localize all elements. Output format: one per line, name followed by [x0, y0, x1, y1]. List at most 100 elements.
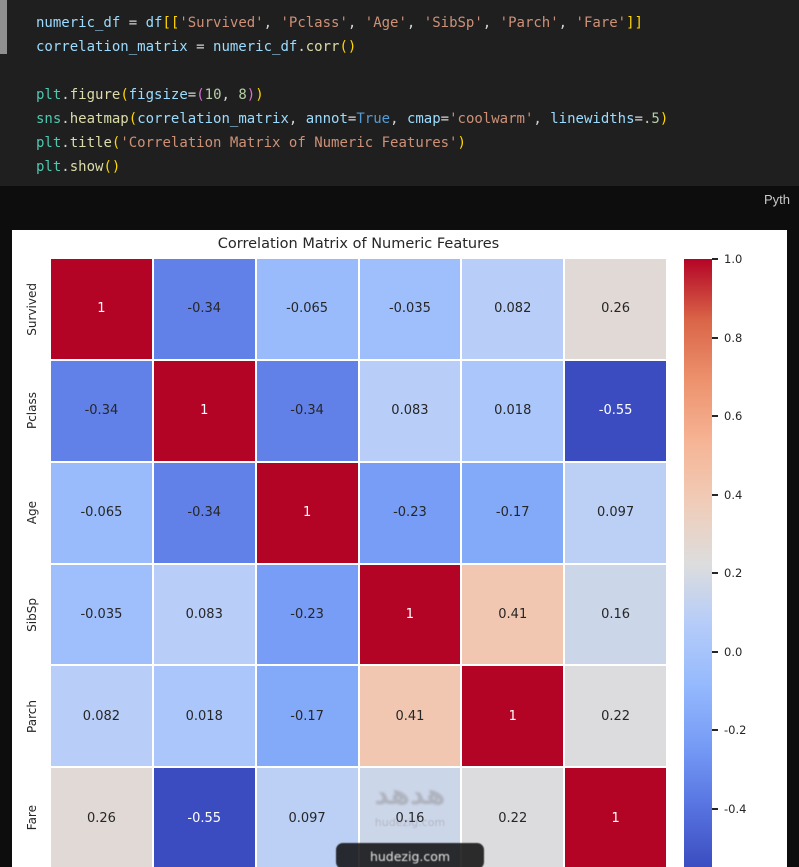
code-token: heatmap	[69, 111, 129, 127]
code-line: correlation_matrix = numeric_df.corr()	[36, 35, 668, 59]
code-token: ,	[221, 87, 239, 103]
heatmap-cell-Age-Age: 1	[256, 462, 358, 563]
heatmap-grid: 1 -0.34 -0.065 -0.035 0.082 0.26 -0.34 1 -0.34 0.…	[51, 259, 666, 867]
heatmap-cell-Parch-Pclass: 0.018	[153, 666, 255, 767]
colorbar-tick-mark	[712, 415, 718, 418]
heatmap-cell-Age-SibSp: -0.23	[359, 462, 461, 563]
code-token: (	[111, 135, 121, 151]
code-token: (	[196, 87, 205, 103]
cell-language-label: Pyth	[764, 192, 791, 207]
colorbar-tick-label: 0.0	[724, 644, 743, 659]
code-token: title	[69, 135, 112, 151]
y-axis-label: Fare	[25, 805, 39, 831]
y-axis-label-cell: Pclass	[18, 361, 46, 461]
code-token: =	[120, 15, 146, 31]
heatmap-cell-Parch-SibSp: 0.41	[359, 666, 461, 767]
code-token: =	[187, 87, 197, 103]
code-token: ()	[339, 39, 357, 55]
heatmap-cell-Pclass-Fare: -0.55	[565, 360, 666, 461]
colorbar	[684, 259, 712, 867]
code-token: ,	[406, 15, 424, 31]
code-token: )	[457, 135, 466, 151]
heatmap-cell-Fare-Pclass: -0.55	[153, 768, 255, 867]
code-token: corr	[305, 39, 340, 55]
code-line: plt.figure(figsize=(10, 8))	[36, 83, 668, 107]
code-token: ()	[103, 159, 121, 175]
code-token: plt	[36, 87, 62, 103]
code-token: ,	[288, 111, 306, 127]
colorbar-tick-label: 0.2	[724, 566, 743, 581]
code-token: sns	[36, 111, 62, 127]
code-token: 10	[204, 87, 222, 103]
heatmap-cell-Age-Parch: -0.17	[462, 462, 564, 563]
y-axis-label-cell: SibSp	[18, 565, 46, 665]
y-axis-label-cell: Fare	[18, 768, 46, 867]
colorbar-tick-mark	[712, 572, 718, 575]
code-token: =	[187, 39, 214, 55]
y-axis-label: Parch	[25, 699, 39, 733]
code-token: )	[659, 111, 669, 127]
code-token: )	[246, 87, 256, 103]
scrollbar-thumb[interactable]	[0, 0, 7, 54]
heatmap-cell-Survived-Age: -0.065	[256, 259, 358, 359]
heatmap-cell-Parch-Survived: 0.082	[51, 666, 152, 767]
code-token: ,	[263, 15, 281, 31]
code-token: correlation_matrix	[137, 111, 289, 127]
code-token: .	[61, 135, 70, 151]
heatmap-cell-Parch-Fare: 0.22	[565, 666, 666, 767]
heatmap-cell-SibSp-Parch: 0.41	[462, 564, 564, 665]
code-token: 'Pclass'	[280, 15, 348, 31]
heatmap-cell-Fare-Parch: 0.22	[462, 768, 564, 867]
heatmap-cell-SibSp-Survived: -0.035	[51, 564, 152, 665]
heatmap-cell-Pclass-Age: -0.34	[256, 360, 358, 461]
heatmap-cell-Fare-Fare: 1	[565, 768, 666, 867]
y-axis-label: SibSp	[25, 597, 39, 632]
heatmap-cell-Survived-Pclass: -0.34	[153, 259, 255, 359]
code-token: (	[128, 111, 138, 127]
code-token: 'Age'	[364, 15, 407, 31]
chart-title: Correlation Matrix of Numeric Features	[217, 236, 500, 252]
code-token: annot	[305, 111, 348, 127]
code-line: numeric_df = df[['Survived', 'Pclass', '…	[36, 11, 668, 35]
code-token: figure	[69, 87, 121, 103]
code-token: ,	[390, 111, 407, 127]
code-token: numeric_df	[213, 39, 298, 55]
colorbar-tick-label: 0.4	[724, 487, 743, 502]
code-token: [[	[162, 15, 180, 31]
code-line: sns.heatmap(correlation_matrix, annot=Tr…	[36, 107, 668, 131]
code-token: True	[356, 111, 391, 127]
y-axis-label-cell: Parch	[18, 666, 46, 766]
heatmap-cell-Pclass-Parch: 0.018	[462, 360, 564, 461]
code-token: show	[69, 159, 104, 175]
y-axis-label: Age	[25, 500, 39, 525]
code-token: 'SibSp'	[423, 15, 483, 31]
colorbar-tick-label: 0.6	[724, 409, 743, 424]
heatmap-cell-Survived-Parch: 0.082	[462, 259, 564, 359]
heatmap-cell-Parch-Age: -0.17	[256, 666, 358, 767]
y-axis-labels: Survived Pclass Age SibSp Parch Fare	[18, 259, 46, 867]
heatmap-cell-Pclass-Pclass: 1	[153, 360, 255, 461]
colorbar-tick-mark	[712, 336, 718, 339]
figure-output-panel: Correlation Matrix of Numeric Features S…	[12, 230, 787, 867]
code-token: plt	[36, 135, 62, 151]
code-token: )	[255, 87, 264, 103]
code-cell-editor[interactable]: numeric_df = df[['Survived', 'Pclass', '…	[0, 0, 799, 186]
colorbar-tick-mark	[712, 258, 718, 260]
colorbar-tick-mark	[712, 650, 718, 653]
colorbar-tick-label: -0.2	[724, 723, 747, 738]
code-token: ,	[558, 15, 576, 31]
code-token: 'Survived'	[179, 15, 264, 31]
colorbar-tick-label: 0.8	[724, 330, 743, 345]
code-token: ]]	[626, 15, 643, 31]
heatmap-cell-Parch-Parch: 1	[462, 666, 564, 767]
code-token: numeric_df	[36, 15, 121, 31]
code-token: ,	[482, 15, 500, 31]
y-axis-label-cell: Age	[18, 463, 46, 563]
code-token: 'coolwarm'	[449, 111, 534, 127]
heatmap-cell-Survived-SibSp: -0.035	[359, 259, 461, 359]
code-token: .	[61, 111, 70, 127]
code-token: =	[347, 111, 357, 127]
code-token: .5	[642, 111, 660, 127]
code-line	[36, 59, 668, 83]
heatmap-cell-Age-Survived: -0.065	[51, 462, 152, 563]
